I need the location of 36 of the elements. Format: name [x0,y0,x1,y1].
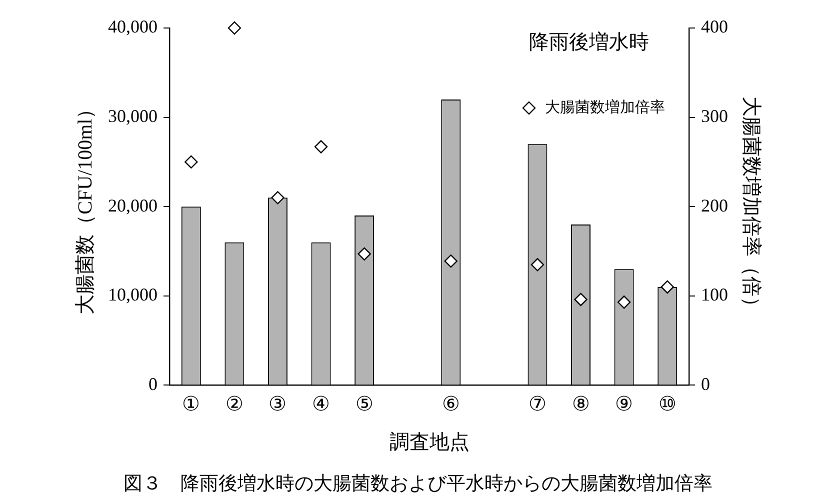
x-tick-label: ⑥ [442,393,460,416]
x-tick-label: ⑤ [355,393,374,416]
point [271,191,284,204]
y-tick-label: 20,000 [108,195,158,216]
point [314,140,328,154]
x-tick-label: ⑩ [658,393,676,416]
y2-tick-label: 300 [701,106,728,126]
y2-tick-label: 400 [701,16,728,37]
legend-label: 大腸菌数増加倍率 [545,98,665,116]
point [530,258,544,272]
y2-tick-label: 200 [701,195,728,216]
y-tick-label: 30,000 [108,106,158,126]
y2-tick-label: 100 [701,284,728,305]
y-axis-title: 大腸菌数（CFU/100ml） [74,98,96,314]
point [660,280,674,294]
y-tick-label: 10,000 [108,284,158,305]
point [184,155,198,169]
point [358,247,371,261]
y-tick-label: 40,000 [108,16,158,37]
x-tick-label: ⑧ [572,393,590,416]
text: 図３ 降雨後増水時の大腸菌数および平水時からの大腸菌数増加倍率 [124,472,712,495]
x-axis-title: 調査地点 [389,431,470,454]
x-tick-label: ⑦ [528,393,546,416]
x-tick-label: ② [225,393,244,416]
y2-axis-title: 大腸菌数増加倍率（倍） [740,96,763,317]
point [574,292,588,306]
x-tick-label: ⑨ [615,393,634,416]
point [444,254,458,268]
x-tick-label: ④ [312,393,330,416]
point [617,296,631,309]
y2-tick-label: 0 [701,374,710,394]
point [228,21,242,35]
annotation: 降雨後増水時 [529,30,649,54]
x-tick-label: ① [182,393,200,416]
y-tick-label: 0 [148,374,158,394]
x-tick-label: ③ [268,393,287,416]
